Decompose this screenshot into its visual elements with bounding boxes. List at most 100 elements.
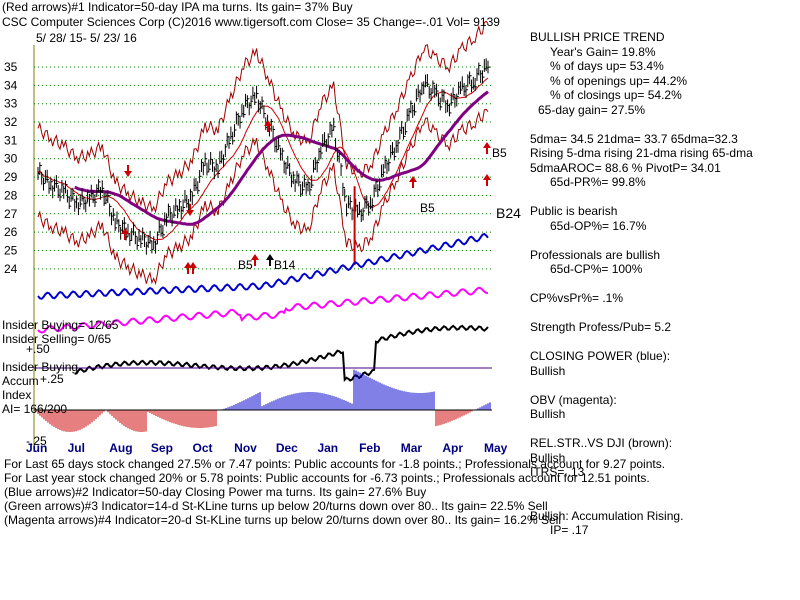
- indicator-line: 65-day gain= 27.5%: [538, 102, 646, 117]
- x-tick-label: Jul: [68, 441, 85, 455]
- y-tick-label: 30: [4, 152, 18, 166]
- x-tick-label: Jun: [26, 441, 47, 455]
- y-tick-label: 34: [4, 78, 18, 92]
- buy-arrow: [409, 176, 417, 188]
- closing-power-line: [37, 232, 489, 300]
- indicator-line: Professionals are bullish: [530, 247, 661, 262]
- indicator-line: OBV (magenta):: [530, 392, 617, 407]
- indicator-line: 5dma= 34.5 21dma= 33.7 65dma=32.3: [530, 131, 738, 146]
- sell-arrow: [186, 204, 194, 216]
- indicator-panel: BULLISH PRICE TREND Year's Gain= 19.8%% o…: [530, 30, 795, 538]
- indicator-line: CLOSING POWER (blue):: [530, 349, 671, 363]
- indicator1-title: (Red arrows)#1 Indicator=50-day IPA ma t…: [2, 0, 353, 14]
- buy-arrow: [121, 228, 129, 240]
- y-tick-label: 24: [4, 262, 18, 276]
- footer-line-3: (Blue arrows)#2 Indicator=50-day Closing…: [4, 485, 427, 499]
- y-tick-label: 35: [4, 60, 18, 74]
- indicator-line: Public is bearish: [530, 204, 618, 218]
- indicator-line: [530, 277, 795, 292]
- indicator-line: % of openings up= 44.2%: [550, 73, 688, 88]
- y-tick-label: 26: [4, 225, 18, 239]
- y-tick-label: 27: [4, 207, 18, 221]
- indicator-line: ITRS= .13: [530, 465, 585, 479]
- obv-line: [37, 286, 488, 334]
- indicator-line: REL.STR..VS DJI (brown):: [530, 436, 673, 450]
- indicator-line: [530, 117, 795, 132]
- ma65-line: [74, 90, 489, 226]
- footer-line-5: (Magenta arrows)#4 Indicator=20-d St-KLi…: [4, 513, 561, 527]
- buy-arrow: [189, 262, 197, 274]
- accum-label: Accum: [2, 374, 39, 388]
- y-tick-label: 31: [4, 133, 18, 147]
- indicator-line: Bullish: [530, 450, 566, 465]
- y-tick-label: 25: [4, 243, 18, 257]
- indicator-line: 5dmaAROC= 88.6 % PivotP= 34.01: [530, 160, 721, 175]
- indicator-line: Rising 5-dma rising 21-dma rising 65-dma: [530, 146, 753, 160]
- indicator-line: Strength Profess/Pub= 5.2: [530, 320, 672, 334]
- x-tick-label: Mar: [401, 441, 423, 455]
- indicator-line: IP= .17: [550, 523, 589, 537]
- indicator-line: Bullish: Accumulation Rising.: [530, 508, 684, 523]
- footer-line-4: (Green arrows)#3 Indicator=14-d St-KLine…: [4, 499, 548, 513]
- indicator-line: [530, 233, 795, 248]
- y-tick-label: 28: [4, 188, 18, 202]
- ai-label: AI= 166/200: [2, 402, 68, 416]
- buy-arrow: [184, 262, 192, 274]
- indicator-line: % of closings up= 54.2%: [550, 88, 682, 102]
- buy-arrow: [483, 142, 491, 154]
- lower-band-line: [37, 108, 489, 286]
- footer-line-1: For Last 65 days stock changed 27.5% or …: [4, 457, 666, 471]
- indicator-line: Bullish: [530, 407, 566, 421]
- y-tick-label: 29: [4, 170, 18, 184]
- indicator-line: 65d-OP%= 16.7%: [550, 218, 647, 233]
- x-tick-label: Aug: [109, 441, 132, 455]
- annotation-b5-right: B5: [492, 146, 507, 160]
- indicator-line: [530, 190, 795, 205]
- indicator-line: [530, 335, 795, 350]
- x-tick-label: Apr: [442, 441, 463, 455]
- chart-title: CSC Computer Sciences Corp (C)2016 www.t…: [2, 15, 500, 29]
- indicator-line: CP%vsPr%= .1%: [530, 291, 624, 305]
- sell-arrow: [124, 165, 132, 177]
- indicator-line: BULLISH PRICE TREND: [530, 30, 665, 44]
- buy-arrow: [266, 254, 274, 266]
- relative-strength-line: [74, 324, 489, 382]
- annotation-b14: B14: [274, 258, 296, 272]
- x-tick-label: Sep: [151, 441, 173, 455]
- indicator-line: 65d-PR%= 99.8%: [550, 175, 646, 189]
- x-tick-label: May: [484, 441, 508, 455]
- x-tick-label: Jan: [317, 441, 338, 455]
- plus25-label: +.25: [40, 372, 64, 386]
- minus25-label: -.25: [26, 434, 47, 448]
- buy-arrow: [483, 174, 491, 186]
- insider-buying-label: Insider Buying= 12/65: [2, 318, 119, 332]
- insider-buying-label-2: Insider Buying: [2, 360, 79, 374]
- footer-line-2: For Last year stock changed 20% or 5.78 …: [4, 471, 650, 485]
- indicator-line: [530, 378, 795, 393]
- x-tick-label: Dec: [276, 441, 298, 455]
- buy-arrow: [251, 254, 259, 266]
- annotation-b5-left: B5: [238, 258, 253, 272]
- upper-band-line: [37, 20, 489, 214]
- indicator-line: % of days up= 53.4%: [550, 59, 664, 73]
- indicator-line: [530, 306, 795, 321]
- ma21-line: [37, 77, 489, 241]
- y-tick-label: 32: [4, 115, 18, 129]
- indicator-line: Year's Gain= 19.8%: [550, 44, 656, 59]
- y-tick-label: 33: [4, 97, 18, 111]
- annotation-b24: B24: [496, 205, 521, 221]
- annotation-b5-mid: B5: [420, 201, 435, 215]
- indicator-line: [530, 494, 795, 509]
- insider-selling-label: Insider Selling= 0/65: [2, 332, 112, 346]
- indicator-line: 65d-CP%= 100%: [550, 262, 643, 276]
- indicator-line: Bullish: [530, 363, 566, 378]
- indicator-line: [530, 422, 795, 437]
- x-tick-label: Oct: [193, 441, 213, 455]
- plus50-label: +.50: [26, 342, 50, 356]
- date-range: 5/ 28/ 15- 5/ 23/ 16: [36, 31, 137, 45]
- buy-arrow: [264, 120, 272, 132]
- x-tick-label: Nov: [234, 441, 257, 455]
- x-tick-label: Feb: [359, 441, 380, 455]
- index-label: Index: [2, 388, 32, 402]
